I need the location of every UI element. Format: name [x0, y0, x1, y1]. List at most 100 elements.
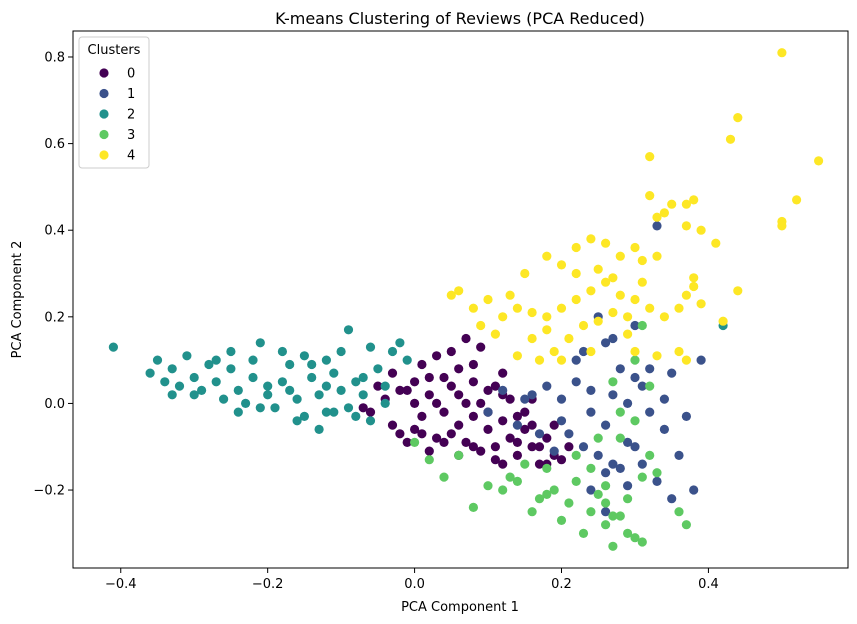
y-axis-label: PCA Component 2: [10, 241, 25, 359]
data-point-cluster-0: [527, 442, 537, 452]
x-axis: −0.4 −0.2 0.0 0.2 0.4: [105, 568, 719, 592]
data-point-cluster-0: [498, 459, 508, 469]
data-point-cluster-4: [512, 303, 523, 313]
data-point-cluster-2: [321, 355, 331, 365]
data-point-cluster-0: [564, 442, 574, 452]
data-point-cluster-1: [608, 390, 618, 400]
data-point-cluster-3: [410, 437, 420, 447]
data-point-cluster-4: [674, 346, 684, 357]
legend: Clusters 0 1 2 3 4: [78, 36, 150, 169]
x-axis-label: PCA Component 1: [401, 600, 519, 615]
data-point-cluster-2: [197, 385, 207, 395]
legend-label-3: 3: [127, 128, 135, 143]
data-point-cluster-2: [152, 355, 163, 365]
data-point-cluster-4: [645, 303, 655, 313]
data-point-cluster-0: [461, 333, 471, 344]
data-point-cluster-4: [696, 299, 706, 309]
data-point-cluster-0: [395, 385, 405, 395]
data-point-cluster-2: [329, 368, 339, 378]
data-point-cluster-0: [483, 424, 493, 434]
data-point-cluster-1: [601, 420, 611, 430]
data-point-cluster-4: [564, 333, 574, 344]
data-point-cluster-1: [630, 442, 640, 452]
data-point-cluster-2: [395, 338, 405, 348]
data-point-cluster-0: [417, 359, 427, 370]
data-point-cluster-1: [615, 364, 625, 374]
data-point-cluster-1: [689, 485, 699, 495]
data-point-cluster-4: [571, 294, 581, 305]
y-tick-label: 0.0: [44, 397, 65, 412]
data-point-cluster-0: [512, 437, 523, 447]
data-point-cluster-2: [380, 381, 390, 391]
data-point-cluster-2: [241, 398, 251, 408]
data-point-cluster-2: [292, 394, 302, 404]
legend-label-1: 1: [127, 87, 135, 102]
data-point-cluster-2: [285, 385, 295, 395]
data-point-cluster-1: [564, 429, 574, 439]
data-point-cluster-1: [586, 485, 596, 495]
data-point-cluster-4: [777, 221, 787, 231]
data-point-cluster-0: [454, 364, 464, 374]
data-point-cluster-2: [373, 364, 383, 374]
data-point-cluster-4: [637, 277, 647, 287]
data-point-cluster-4: [623, 312, 633, 322]
data-point-cluster-2: [314, 390, 324, 400]
data-point-cluster-0: [534, 459, 545, 469]
data-point-cluster-4: [512, 351, 523, 361]
data-point-cluster-0: [534, 442, 545, 452]
x-tick-label: 0.4: [698, 577, 719, 592]
data-point-cluster-1: [696, 355, 706, 365]
data-point-cluster-4: [681, 355, 692, 365]
data-point-cluster-3: [674, 507, 684, 517]
legend-marker-4: [99, 150, 109, 160]
data-point-cluster-2: [270, 403, 280, 413]
data-point-cluster-2: [182, 351, 192, 361]
data-point-cluster-4: [571, 242, 581, 253]
data-point-cluster-3: [593, 489, 603, 499]
data-point-cluster-3: [601, 520, 611, 530]
data-point-cluster-1: [586, 407, 596, 417]
data-point-cluster-2: [307, 359, 317, 370]
data-point-cluster-4: [630, 242, 640, 253]
data-point-cluster-2: [358, 372, 368, 383]
data-point-cluster-0: [365, 407, 376, 417]
data-point-cluster-4: [725, 134, 736, 144]
data-point-cluster-0: [468, 411, 478, 421]
data-point-cluster-2: [248, 355, 258, 365]
data-point-cluster-0: [439, 407, 449, 417]
data-point-cluster-3: [608, 511, 618, 521]
legend-marker-1: [99, 88, 109, 99]
data-point-cluster-3: [601, 498, 611, 508]
legend-entries: 0 1 2 3 4: [99, 67, 135, 164]
data-point-cluster-2: [307, 372, 317, 383]
data-point-cluster-3: [578, 528, 589, 539]
data-point-cluster-0: [468, 359, 478, 370]
data-point-cluster-1: [637, 459, 647, 469]
data-point-cluster-2: [189, 372, 199, 383]
data-point-cluster-1: [571, 355, 581, 365]
data-point-cluster-3: [564, 498, 574, 508]
data-point-cluster-2: [351, 377, 361, 387]
data-point-cluster-2: [351, 411, 361, 421]
data-point-cluster-0: [483, 385, 493, 395]
data-point-cluster-4: [520, 268, 530, 279]
data-point-cluster-4: [652, 351, 662, 361]
data-point-cluster-0: [432, 433, 442, 443]
data-point-cluster-0: [549, 420, 559, 430]
data-point-cluster-2: [248, 372, 258, 383]
data-point-cluster-4: [446, 290, 456, 300]
data-point-cluster-4: [476, 320, 486, 331]
data-point-cluster-3: [637, 472, 647, 482]
data-point-cluster-4: [571, 268, 581, 279]
data-point-cluster-0: [542, 433, 552, 443]
data-point-cluster-4: [645, 191, 655, 201]
data-point-cluster-3: [505, 472, 515, 482]
legend-marker-0: [99, 68, 109, 78]
data-point-cluster-1: [667, 368, 677, 378]
y-tick-label: 0.2: [44, 310, 65, 325]
data-point-cluster-4: [542, 325, 552, 335]
data-point-cluster-3: [593, 433, 603, 443]
data-point-cluster-2: [387, 346, 398, 357]
data-point-cluster-0: [490, 442, 500, 452]
data-point-cluster-1: [549, 446, 559, 456]
